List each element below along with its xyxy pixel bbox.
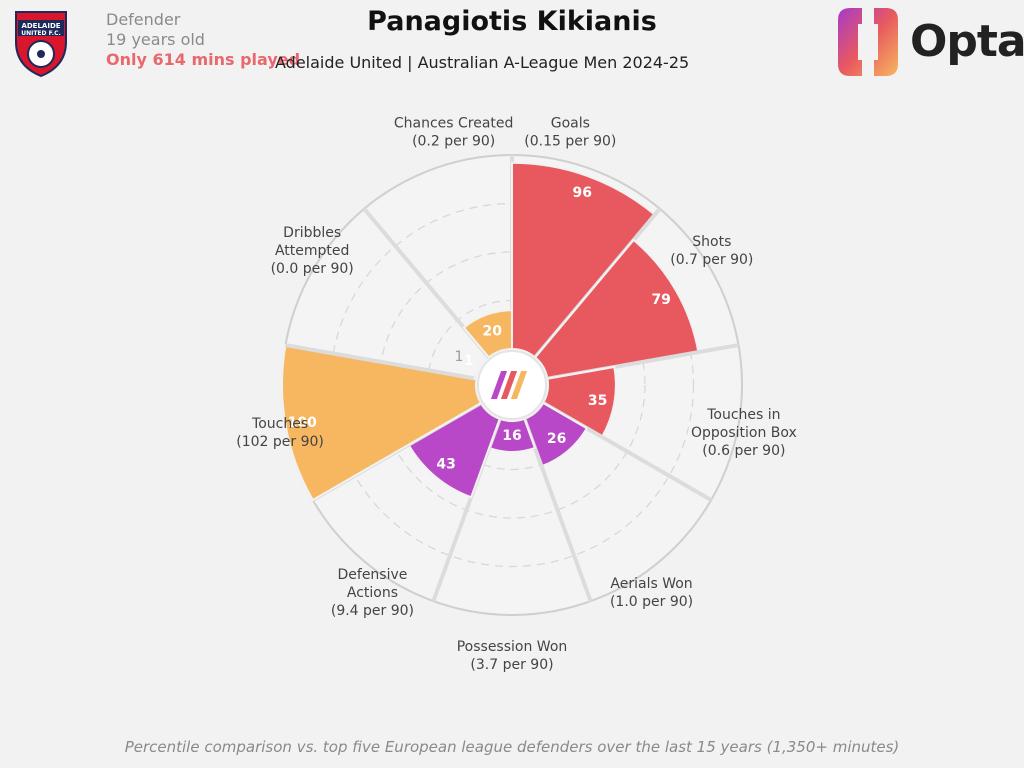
category-per90: (0.7 per 90): [670, 252, 753, 268]
category-name: Touches: [251, 416, 308, 432]
radar-divider: [522, 418, 593, 602]
player-info: Defender 19 years old Only 614 mins play…: [106, 10, 300, 70]
value-label: 79: [651, 292, 670, 308]
player-position: Defender: [106, 10, 181, 29]
bar-chances-created: [462, 309, 513, 359]
category-name: Dribbles: [283, 225, 341, 241]
value-label: 26: [547, 431, 566, 447]
radar-divider: [285, 343, 477, 381]
chart-title: Panagiotis Kikianis: [367, 6, 657, 37]
category-per90: (1.0 per 90): [610, 594, 693, 610]
minutes-warning: Only 614 mins played: [106, 50, 301, 69]
scale-label: 1: [455, 349, 464, 365]
chart-subtitle: Adelaide United | Australian A-League Me…: [275, 53, 690, 72]
bar-goals: [511, 161, 657, 359]
category-name: Attempted: [275, 243, 349, 259]
category-name: Shots: [692, 234, 731, 250]
category-name: Chances Created: [394, 115, 514, 131]
category-name: Aerials Won: [610, 576, 692, 592]
radar-grid-ring-2: [378, 251, 646, 519]
svg-text:UNITED F.C.: UNITED F.C.: [21, 30, 61, 37]
bar-shots: [533, 238, 700, 380]
category-name: Touches in: [706, 407, 780, 423]
bar-touches-in-opposition-box: [541, 365, 617, 439]
opta-logo-icon: [838, 6, 898, 78]
category-per90: (0.2 per 90): [412, 133, 495, 149]
player-age: 19 years old: [106, 30, 205, 49]
category-per90: (0.0 per 90): [271, 261, 354, 277]
value-label: 35: [588, 393, 607, 409]
chart-footnote: Percentile comparison vs. top five Europ…: [124, 738, 900, 756]
svg-text:ADELAIDE: ADELAIDE: [21, 22, 60, 30]
value-label: 20: [482, 324, 502, 340]
bar-touches: [281, 343, 483, 502]
category-name: Goals: [551, 115, 590, 131]
category-per90: (9.4 per 90): [331, 603, 414, 619]
category-name: Possession Won: [457, 639, 568, 655]
category-per90: (102 per 90): [236, 434, 324, 450]
value-label: 16: [502, 428, 521, 444]
bar-defensive-actions: [407, 401, 501, 499]
category-name: Opposition Box: [691, 425, 797, 441]
category-name: Defensive: [338, 567, 408, 583]
adelaide-united-logo: ADELAIDE UNITED F.C.: [15, 11, 67, 78]
value-label: 96: [572, 185, 591, 201]
value-label: 43: [436, 456, 455, 472]
brand-name: Opta: [910, 16, 1024, 67]
category-per90: (3.7 per 90): [470, 657, 553, 673]
category-name: Actions: [347, 585, 398, 601]
category-per90: (0.15 per 90): [524, 133, 616, 149]
center-logo-icon: [490, 371, 528, 399]
value-label: 1: [464, 353, 474, 369]
value-label: 100: [288, 415, 317, 431]
category-per90: (0.6 per 90): [702, 443, 785, 459]
